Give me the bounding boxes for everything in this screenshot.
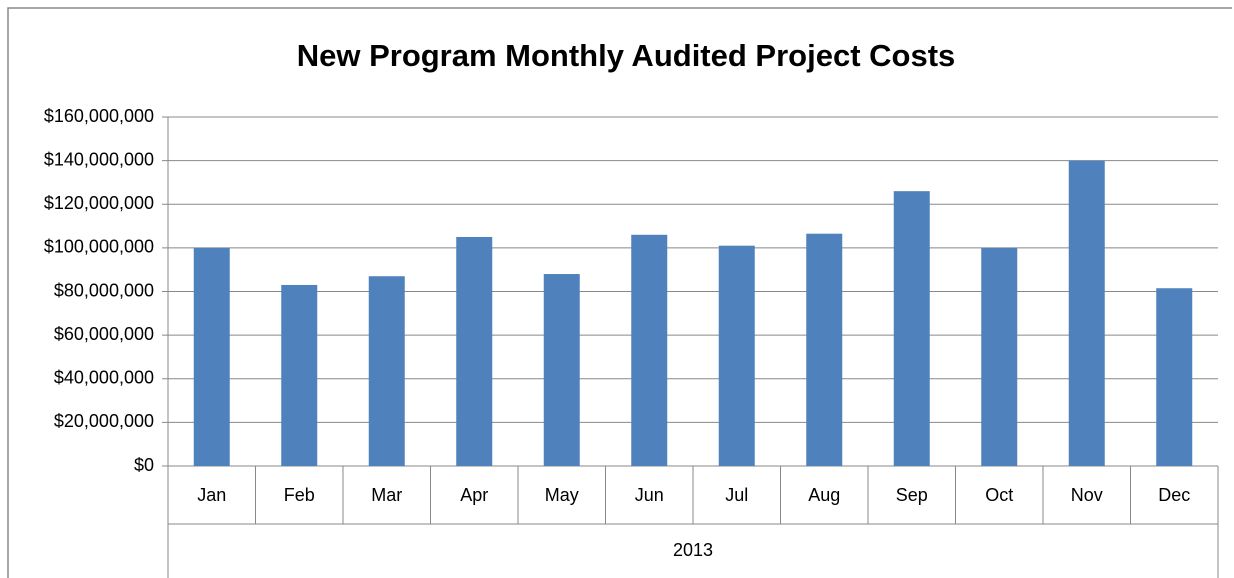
bar <box>456 236 493 466</box>
y-tick-label: $160,000,000 <box>44 106 154 126</box>
bar <box>806 233 843 466</box>
bar <box>718 245 755 466</box>
x-tick-label: Oct <box>985 485 1013 505</box>
y-tick-label: $100,000,000 <box>44 237 154 257</box>
bar <box>1068 160 1105 466</box>
y-tick-label: $60,000,000 <box>54 324 154 344</box>
x-tick-label: Aug <box>808 485 840 505</box>
x-tick-label: Nov <box>1071 485 1103 505</box>
x-tick-label: Jul <box>725 485 748 505</box>
bar <box>543 274 580 466</box>
bar <box>368 276 405 466</box>
bar <box>193 247 230 466</box>
x-tick-label: Jan <box>197 485 226 505</box>
x-tick-label: May <box>545 485 579 505</box>
chart-border <box>7 7 1232 578</box>
bar <box>281 284 318 466</box>
bar <box>981 247 1018 466</box>
x-tick-label: Jun <box>635 485 664 505</box>
x-tick-label: Sep <box>896 485 928 505</box>
y-tick-label: $40,000,000 <box>54 368 154 388</box>
bar <box>1156 288 1193 466</box>
y-tick-label: $120,000,000 <box>44 193 154 213</box>
y-tick-label: $0 <box>134 455 154 475</box>
x-tick-label: Mar <box>371 485 402 505</box>
x-tick-label: Feb <box>284 485 315 505</box>
y-tick-label: $80,000,000 <box>54 280 154 300</box>
y-tick-label: $140,000,000 <box>44 149 154 169</box>
x-tick-label: Dec <box>1158 485 1190 505</box>
chart-title: New Program Monthly Audited Project Cost… <box>297 38 956 73</box>
y-tick-label: $20,000,000 <box>54 411 154 431</box>
x-tick-label: Apr <box>460 485 488 505</box>
x-group-label: 2013 <box>673 540 713 560</box>
bar <box>631 234 668 466</box>
bar <box>893 191 930 466</box>
